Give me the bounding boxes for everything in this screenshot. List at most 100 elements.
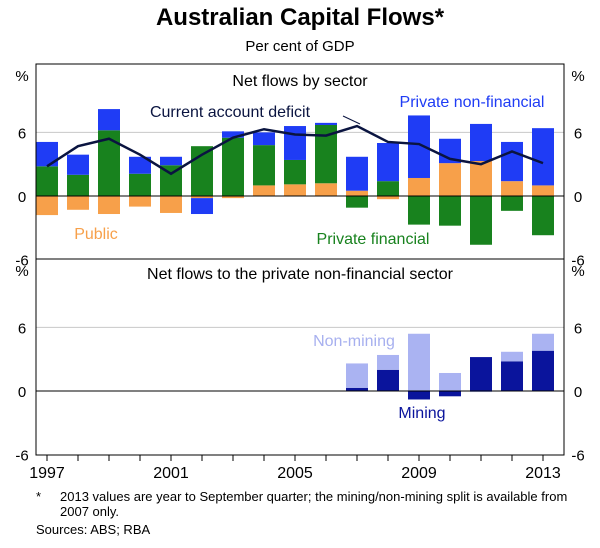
annotation-pointer <box>342 115 361 125</box>
public-bar <box>67 196 89 210</box>
y-tick-label-right: 0 <box>574 189 582 206</box>
private-financial-bar <box>346 196 368 208</box>
private-non-financial-bar <box>501 141 523 182</box>
public-bar <box>532 185 554 196</box>
private-non-financial-bar <box>36 141 58 167</box>
y-tick-label-right: -6 <box>571 448 584 465</box>
annotation-mining: Mining <box>398 405 445 422</box>
x-tick-label: 2009 <box>401 465 437 482</box>
mining-bar <box>470 357 492 391</box>
private-financial-bar <box>67 174 89 196</box>
private-non-financial-bar <box>253 132 275 146</box>
public-bar <box>284 184 306 196</box>
private-financial-bar <box>98 130 120 196</box>
footnote-text: 2013 values are year to September quarte… <box>60 489 568 519</box>
private-financial-bar <box>160 165 182 196</box>
panel-title-private-non-financial: Net flows to the private non-financial s… <box>147 266 454 283</box>
y-tick-label-left: 6 <box>18 320 26 337</box>
private-non-financial-bar <box>377 143 399 182</box>
annotation-non-mining: Non-mining <box>313 333 395 350</box>
y-tick-label-left: 6 <box>18 125 26 142</box>
private-financial-bar <box>36 166 58 196</box>
footnote-marker: * <box>36 489 42 504</box>
mining-bar <box>346 387 368 391</box>
y-tick-label-left: 0 <box>18 189 26 206</box>
chart-title: Australian Capital Flows* <box>155 4 445 31</box>
private-non-financial-bar <box>532 128 554 186</box>
private-non-financial-bar <box>470 123 492 162</box>
x-tick-label: 1997 <box>29 465 65 482</box>
y-unit-label-right: % <box>571 68 584 85</box>
private-financial-bar <box>129 173 151 196</box>
public-bar <box>36 196 58 216</box>
public-bar <box>222 196 244 199</box>
y-tick-label-left: -6 <box>15 448 28 465</box>
mining-bar <box>532 350 554 391</box>
y-tick-label-right: 0 <box>574 384 582 401</box>
x-tick-label: 2001 <box>153 465 189 482</box>
non-mining-bar <box>408 333 430 391</box>
y-unit-label-left: % <box>15 68 28 85</box>
private-non-financial-bar <box>129 156 151 174</box>
public-bar <box>253 185 275 196</box>
chart-subtitle: Per cent of GDP <box>245 38 355 55</box>
private-financial-bar <box>470 196 492 245</box>
private-financial-bar <box>315 124 337 184</box>
public-bar <box>470 161 492 196</box>
private-non-financial-bar <box>222 131 244 138</box>
annotation-public: Public <box>74 226 118 243</box>
y-tick-label-right: 6 <box>574 125 582 142</box>
public-bar <box>191 196 213 199</box>
private-financial-bar <box>253 145 275 186</box>
current-account-deficit-line <box>46 124 544 176</box>
public-bar <box>160 196 182 213</box>
private-non-financial-bar <box>284 126 306 160</box>
private-non-financial-bar <box>67 154 89 175</box>
y-unit-label-right: % <box>571 263 584 280</box>
non-mining-bar <box>532 333 554 351</box>
non-mining-bar <box>377 354 399 370</box>
public-bar <box>439 163 461 196</box>
public-bar <box>98 196 120 215</box>
y-tick-label-right: 6 <box>574 320 582 337</box>
annotation-current-account-deficit: Current account deficit <box>150 104 311 121</box>
non-mining-bar <box>501 351 523 362</box>
public-bar <box>129 196 151 207</box>
public-bar <box>346 190 368 196</box>
y-tick-label-right: -6 <box>571 253 584 270</box>
public-bar <box>501 181 523 196</box>
panel-title-net-flows-by-sector: Net flows by sector <box>232 73 368 90</box>
x-tick-label: 2005 <box>277 465 313 482</box>
mining-bar <box>501 361 523 391</box>
y-tick-label-left: -6 <box>15 253 28 270</box>
private-non-financial-bar <box>408 115 430 178</box>
mining-bar <box>377 369 399 391</box>
private-non-financial-bar <box>315 122 337 125</box>
annotation-private-non-financial: Private non-financial <box>400 94 545 111</box>
private-financial-bar <box>377 181 399 196</box>
y-tick-label-left: 0 <box>18 384 26 401</box>
public-bar <box>315 183 337 196</box>
private-financial-bar <box>284 159 306 185</box>
non-mining-bar <box>439 372 461 391</box>
x-tick-label: 2013 <box>525 465 561 482</box>
private-financial-bar <box>408 196 430 225</box>
y-unit-label-left: % <box>15 263 28 280</box>
mining-bar <box>439 391 461 397</box>
public-bar <box>408 177 430 196</box>
private-non-financial-bar <box>191 198 213 215</box>
private-financial-bar <box>532 196 554 236</box>
mining-bar <box>408 391 430 400</box>
public-bar <box>377 196 399 200</box>
non-mining-bar <box>346 363 368 388</box>
private-non-financial-bar <box>160 156 182 166</box>
sources-note: Sources: ABS; RBA <box>36 522 151 537</box>
annotation-private-financial: Private financial <box>317 231 430 248</box>
private-non-financial-bar <box>346 156 368 191</box>
private-financial-bar <box>501 196 523 211</box>
private-financial-bar <box>222 137 244 196</box>
non-mining-bar <box>470 391 492 393</box>
private-non-financial-bar <box>98 109 120 131</box>
private-financial-bar <box>439 196 461 226</box>
